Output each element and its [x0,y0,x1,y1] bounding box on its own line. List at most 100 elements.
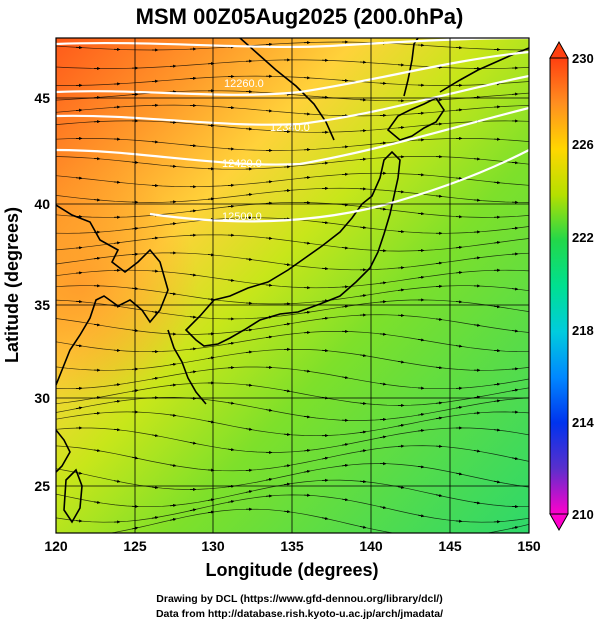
contour-label-group: 12260.0 12340.0 12420.0 12500.0 [222,78,310,223]
wind-arrow [473,411,481,415]
wind-arrow [245,490,253,494]
map-title: MSM 00Z05Aug2025 (200.0hPa) [135,4,464,29]
wind-arrow [75,246,83,250]
wind-arrow [113,383,121,387]
wind-arrow [283,432,291,437]
wind-arrow [303,369,311,373]
wind-arrow [283,262,291,267]
y-axis-label: Latitude (degrees) [2,207,22,363]
wind-arrow [75,176,83,180]
wind-arrow [417,465,425,469]
wind-arrow [473,323,481,327]
wind-arrow [151,433,159,438]
wind-arrow [511,526,519,530]
wind-arrow [93,448,101,453]
wind-arrow [189,273,197,277]
wind-arrow [435,493,443,498]
wind-arrow [113,348,121,352]
wind-arrow [417,275,425,280]
wind-arrow [511,329,519,333]
wind-arrow [493,382,501,386]
wind-arrow [283,389,291,393]
wind-arrow [493,180,501,185]
y-tick-label: 45 [34,90,50,106]
wind-arrow [189,508,197,512]
wind-arrow [303,448,311,453]
lat-lon-grid [56,38,529,533]
wind-arrow [283,482,291,486]
wind-arrow [341,463,349,468]
wind-arrow [359,479,367,484]
wind-arrow [455,519,463,523]
wind-arrow [511,456,519,461]
wind-arrow [151,376,159,380]
wind-arrow [455,344,463,348]
wind-arrow [321,266,329,271]
wind-arrow [151,485,159,490]
wind-arrow [245,127,253,131]
wind-arrow [303,310,311,315]
wind-arrow [435,122,443,126]
wind-arrow [341,246,349,250]
wind-arrow [189,315,197,319]
x-tick-label: 150 [517,538,541,554]
wind-arrow [321,516,329,520]
wind-arrow [189,370,197,374]
wind-arrow [151,79,159,83]
wind-arrow [113,399,121,404]
y-tick-label: 35 [34,297,50,313]
wind-arrow [397,360,405,364]
wind-arrow [511,367,519,371]
wind-arrow [379,435,387,439]
wind-arrow [435,317,443,321]
x-tick-label: 130 [201,538,225,554]
wind-arrow [227,401,235,405]
x-tick-label: 145 [438,538,462,554]
contour-label: 12500.0 [222,211,262,223]
wind-arrow [169,362,177,367]
wind-arrow [397,266,405,270]
wind-arrow [359,294,367,298]
wind-arrow [93,411,101,415]
wind-arrow [93,500,101,504]
wind-arrow [455,472,463,476]
y-axis: 25 30 35 40 45 [34,90,50,494]
wind-arrow [189,441,197,445]
x-tick-label: 125 [123,538,147,554]
wind-arrow [265,109,273,113]
wind-arrow [169,413,177,417]
wind-arrow [341,145,349,149]
wind-arrow [265,236,273,240]
y-tick-label: 25 [34,478,50,494]
wind-arrow [75,108,83,112]
y-tick-label: 30 [34,390,50,406]
wind-arrow [283,189,291,193]
wind-arrow [473,198,481,202]
wind-arrow [379,505,387,510]
wind-arrow [169,517,177,522]
wind-arrow [245,427,253,431]
wind-arrow [455,300,463,304]
wind-arrow [227,500,235,504]
wind-arrow [227,204,235,208]
wind-arrow [455,405,463,410]
plot-frame [55,37,530,534]
wind-arrow [455,245,463,250]
temperature-field: 12260.0 12340.0 12420.0 12500.0 [56,38,529,533]
wind-arrow [397,229,405,234]
wind-arrow [265,335,273,339]
wind-arrow [473,501,481,505]
wind-arrow [473,157,481,161]
wind-arrow [227,447,235,452]
wind-arrow [169,463,177,467]
wind-arrow [493,480,501,484]
contour-label: 12340.0 [270,122,310,134]
colorbar-tick-label: 230 [572,51,594,66]
wind-arrow [435,366,443,370]
colorbar-tick-label: 218 [572,323,594,338]
wind-arrow [493,428,501,432]
wind-arrow [303,415,311,419]
wind-arrow [511,226,519,230]
wind-arrow [359,353,367,358]
y-tick-label: 40 [34,196,50,212]
